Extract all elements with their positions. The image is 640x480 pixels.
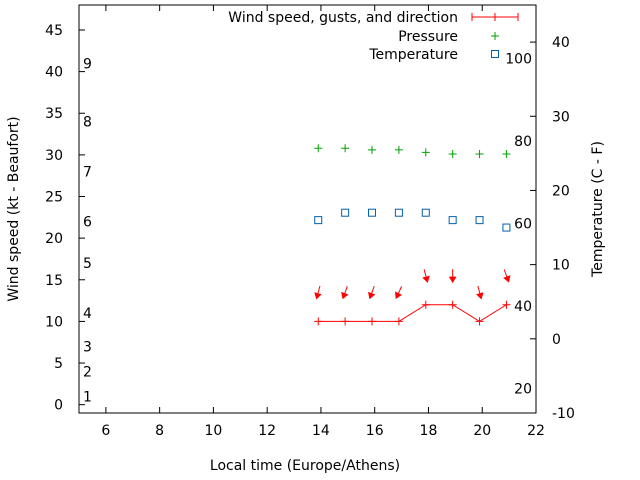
temperature-point bbox=[368, 208, 377, 217]
y-left-tick-label: 10 bbox=[45, 314, 63, 330]
beaufort-label: 6 bbox=[83, 214, 92, 230]
x-tick-label: 12 bbox=[258, 423, 276, 439]
axis-ticks bbox=[79, 5, 537, 414]
beaufort-label: 1 bbox=[83, 389, 92, 405]
beaufort-label: 8 bbox=[83, 115, 92, 131]
temperature-point bbox=[421, 208, 430, 217]
y-left-tick-label: 0 bbox=[54, 398, 63, 414]
y-right-tick-label: 0 bbox=[552, 332, 561, 348]
temperature-point bbox=[341, 208, 350, 217]
y-left-tick-label: 5 bbox=[54, 356, 63, 372]
pressure-point bbox=[502, 150, 511, 159]
legend-swatch-pressure bbox=[491, 32, 499, 40]
pressure-point bbox=[448, 150, 457, 159]
x-tick-label: 20 bbox=[473, 423, 491, 439]
axis-labels: 6 8 10 12 14 16 18 20 22051015202530354045123456… bbox=[45, 23, 575, 439]
wind-speed-line bbox=[318, 304, 507, 322]
x-tick-label: 10 bbox=[204, 423, 222, 439]
beaufort-label: 3 bbox=[83, 339, 92, 355]
beaufort-label: 2 bbox=[83, 364, 92, 380]
y-right-tick-label: 20 bbox=[552, 183, 570, 199]
beaufort-label: 5 bbox=[83, 256, 92, 272]
temperature-point bbox=[502, 223, 511, 232]
plot-frame bbox=[78, 4, 537, 414]
temperature-point bbox=[394, 208, 403, 217]
wind-speed-point bbox=[502, 300, 511, 309]
temperature-point bbox=[448, 216, 457, 225]
pressure-point bbox=[368, 145, 377, 154]
beaufort-label: 7 bbox=[83, 165, 92, 181]
wind-direction-arrowhead bbox=[341, 291, 349, 300]
y-left-tick-label: 20 bbox=[45, 231, 63, 247]
pressure-point bbox=[475, 150, 484, 159]
beaufort-label: 9 bbox=[83, 56, 92, 72]
x-tick-label: 14 bbox=[312, 423, 330, 439]
wind-speed-point bbox=[314, 317, 323, 326]
fahrenheit-label: 80 bbox=[514, 134, 532, 150]
wind-direction-arrowhead bbox=[368, 291, 376, 300]
x-tick-label: 6 bbox=[101, 423, 110, 439]
wind-direction-arrowhead bbox=[422, 275, 430, 283]
series-layer bbox=[314, 144, 511, 326]
y-right-tick-label: 30 bbox=[552, 109, 570, 125]
y-right-tick-label: 40 bbox=[552, 35, 570, 51]
x-axis-title: Local time (Europe/Athens) bbox=[210, 458, 400, 474]
legend-label-pressure: Pressure bbox=[398, 29, 458, 45]
wind-direction-arrowhead bbox=[448, 276, 457, 284]
wind-speed-point bbox=[394, 317, 403, 326]
fahrenheit-label: 40 bbox=[514, 299, 532, 315]
x-tick-label: 22 bbox=[527, 423, 545, 439]
pressure-point bbox=[421, 148, 430, 157]
legend-label-wind: Wind speed, gusts, and direction bbox=[228, 10, 458, 26]
y-left-tick-label: 45 bbox=[45, 23, 63, 39]
wind-direction-arrowhead bbox=[503, 275, 511, 283]
legend-swatch-temperature bbox=[491, 50, 499, 58]
y-axis-left-title: Wind speed (kt - Beaufort) bbox=[6, 116, 22, 301]
wind-direction-arrowhead bbox=[476, 292, 484, 300]
x-tick-label: 18 bbox=[420, 423, 438, 439]
y-left-tick-label: 40 bbox=[45, 65, 63, 81]
pressure-point bbox=[341, 144, 350, 153]
wind-speed-point bbox=[475, 317, 484, 326]
legend-label-temperature: Temperature bbox=[368, 47, 458, 63]
wind-speed-point bbox=[368, 317, 377, 326]
x-tick-label: 8 bbox=[155, 423, 164, 439]
x-tick-label: 16 bbox=[366, 423, 384, 439]
y-left-tick-label: 30 bbox=[45, 148, 63, 164]
y-right-tick-label: 10 bbox=[552, 258, 570, 274]
y-left-tick-label: 35 bbox=[45, 106, 63, 122]
temperature-point bbox=[314, 216, 323, 225]
fahrenheit-label: 60 bbox=[514, 216, 532, 232]
y-axis-right-title: Temperature (C - F) bbox=[590, 141, 606, 278]
pressure-point bbox=[314, 144, 323, 153]
legend: Wind speed, gusts, and direction Pressur… bbox=[228, 10, 519, 63]
y-right-tick-label: -10 bbox=[552, 406, 575, 422]
temperature-point bbox=[475, 216, 484, 225]
wind-speed-point bbox=[448, 300, 457, 309]
wind-speed-point bbox=[421, 300, 430, 309]
fahrenheit-label: 100 bbox=[505, 52, 532, 68]
y-left-tick-label: 25 bbox=[45, 190, 63, 206]
wind-direction-arrowhead bbox=[394, 291, 402, 300]
y-left-tick-label: 15 bbox=[45, 273, 63, 289]
pressure-point bbox=[394, 145, 403, 154]
wind-speed-point bbox=[341, 317, 350, 326]
fahrenheit-label: 20 bbox=[514, 381, 532, 397]
wind-direction-arrowhead bbox=[314, 292, 322, 300]
beaufort-label: 4 bbox=[83, 306, 92, 322]
